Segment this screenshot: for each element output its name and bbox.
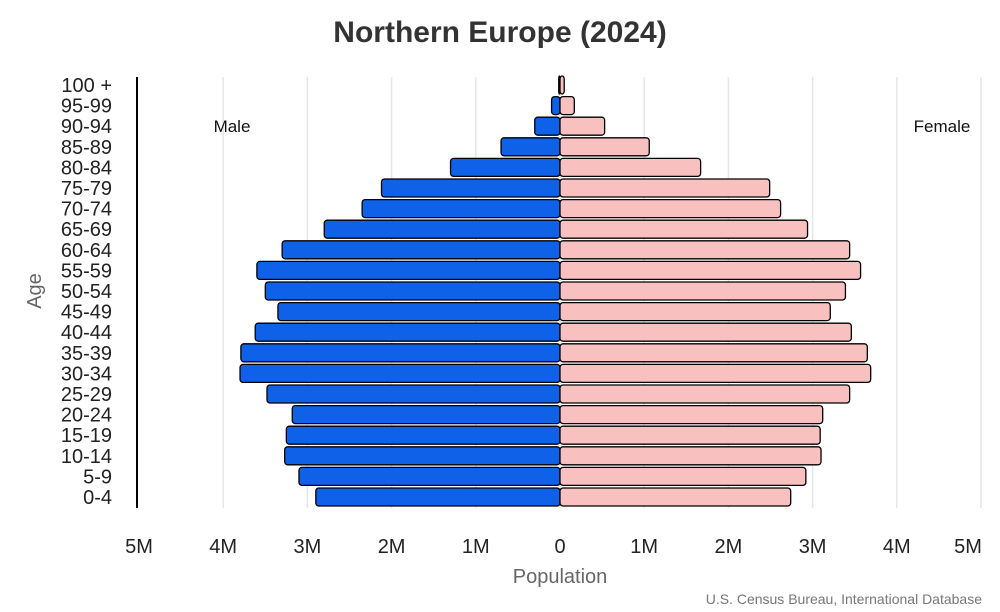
population-tick-labels: 5M 4M 3M 2M 1M 0 1M 2M 3M 4M 5M	[125, 536, 982, 558]
male-bar-45-49	[277, 301, 561, 322]
age-tick-label: 30-34	[61, 363, 112, 385]
age-tick-label: 35-39	[61, 343, 112, 365]
age-tick-label: 90-94	[61, 116, 112, 138]
female-bar-100	[559, 75, 565, 95]
population-tick-label: 2M	[715, 536, 743, 558]
male-bar-15-19	[285, 425, 561, 445]
male-bar-10-14	[284, 446, 561, 466]
source-note: U.S. Census Bureau, International Databa…	[706, 591, 982, 607]
male-side-label: Male	[214, 117, 251, 136]
female-bar-90-94	[559, 116, 606, 136]
female-bar-95-99	[559, 95, 575, 116]
population-tick-label: 3M	[799, 536, 827, 558]
male-bar-95-99	[550, 95, 561, 116]
age-tick-label: 75-79	[61, 178, 112, 200]
female-bar-60-64	[559, 240, 851, 260]
male-bar-20-24	[291, 404, 561, 425]
male-bar-85-89	[500, 137, 561, 157]
male-bar-40-44	[254, 322, 561, 342]
female-bar-85-89	[559, 137, 650, 157]
age-tick-label: 55-59	[61, 260, 112, 282]
male-bar-55-59	[256, 260, 561, 281]
population-tick-label: 1M	[630, 536, 658, 558]
age-tick-label: 5-9	[83, 466, 112, 488]
female-side-label: Female	[914, 117, 971, 136]
x-axis-title: Population	[513, 566, 608, 588]
age-tick-label: 100 +	[61, 75, 112, 97]
age-tick-label: 25-29	[61, 384, 112, 406]
male-bar-80-84	[449, 157, 561, 178]
female-bar-55-59	[559, 260, 862, 281]
age-tick-label: 85-89	[61, 137, 112, 159]
female-bar-10-14	[559, 446, 822, 466]
age-tick-label: 65-69	[61, 219, 112, 241]
age-tick-label: 45-49	[61, 302, 112, 324]
population-tick-label: 5M	[125, 536, 153, 558]
female-bar-25-29	[559, 384, 851, 404]
male-bar-30-34	[239, 363, 561, 384]
age-tick-label: 70-74	[61, 199, 112, 221]
male-bar-0-4	[315, 487, 561, 507]
male-bar-25-29	[266, 384, 561, 404]
population-tick-label: 2M	[378, 536, 406, 558]
male-bar-65-69	[323, 219, 561, 239]
age-tick-label: 20-24	[61, 405, 112, 427]
male-bar-90-94	[534, 116, 561, 136]
male-bar-35-39	[240, 343, 561, 363]
age-tick-label: 80-84	[61, 157, 112, 179]
male-bar-70-74	[361, 198, 561, 219]
female-bar-15-19	[559, 425, 821, 445]
male-bar-50-54	[264, 281, 561, 301]
female-bar-0-4	[559, 487, 792, 507]
population-tick-label: 3M	[294, 536, 322, 558]
age-tick-label: 40-44	[61, 322, 112, 344]
y-axis-title: Age	[24, 273, 46, 309]
female-bar-20-24	[559, 404, 824, 425]
population-tick-label: 0	[554, 536, 565, 558]
bars	[239, 75, 872, 507]
age-tick-labels: 0-45-910-1415-1920-2425-2930-3435-3940-4…	[61, 75, 112, 509]
male-bar-75-79	[380, 178, 561, 198]
female-bar-70-74	[559, 198, 782, 219]
female-bar-35-39	[559, 343, 868, 363]
age-tick-label: 60-64	[61, 240, 112, 262]
age-tick-label: 15-19	[61, 425, 112, 447]
female-bar-50-54	[559, 281, 847, 301]
chart-title: Northern Europe (2024)	[333, 16, 666, 49]
female-bar-40-44	[559, 322, 852, 342]
age-tick-label: 10-14	[61, 446, 112, 468]
population-tick-label: 5M	[954, 536, 982, 558]
age-tick-label: 95-99	[61, 96, 112, 118]
male-bar-5-9	[298, 466, 561, 487]
population-tick-label: 4M	[209, 536, 237, 558]
population-tick-label: 4M	[883, 536, 911, 558]
population-tick-label: 1M	[462, 536, 490, 558]
female-bar-75-79	[559, 178, 771, 198]
age-tick-label: 50-54	[61, 281, 112, 303]
female-bar-80-84	[559, 157, 702, 178]
female-bar-45-49	[559, 301, 831, 322]
female-bar-30-34	[559, 363, 872, 384]
male-bar-60-64	[281, 240, 561, 260]
female-bar-65-69	[559, 219, 809, 239]
age-tick-label: 0-4	[83, 487, 112, 509]
female-bar-5-9	[559, 466, 807, 487]
